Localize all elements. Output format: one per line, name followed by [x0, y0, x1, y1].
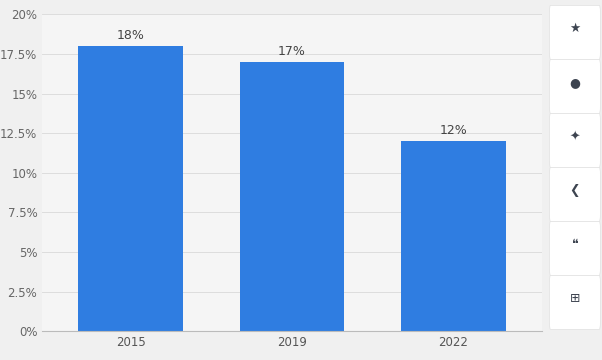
- Text: ★: ★: [569, 22, 580, 35]
- FancyBboxPatch shape: [550, 275, 600, 329]
- FancyBboxPatch shape: [550, 167, 600, 221]
- Text: ✦: ✦: [569, 130, 580, 143]
- FancyBboxPatch shape: [550, 113, 600, 167]
- Text: 18%: 18%: [117, 29, 144, 42]
- Bar: [401, 141, 506, 331]
- Text: 12%: 12%: [439, 124, 467, 137]
- FancyBboxPatch shape: [550, 221, 600, 275]
- Bar: [78, 46, 183, 331]
- Bar: [240, 62, 344, 331]
- Text: ❮: ❮: [569, 184, 580, 197]
- Text: ●: ●: [569, 76, 580, 89]
- FancyBboxPatch shape: [550, 5, 600, 59]
- Text: 17%: 17%: [278, 45, 306, 58]
- Text: ⊞: ⊞: [569, 292, 580, 305]
- Text: ❝: ❝: [571, 238, 579, 251]
- FancyBboxPatch shape: [550, 59, 600, 113]
